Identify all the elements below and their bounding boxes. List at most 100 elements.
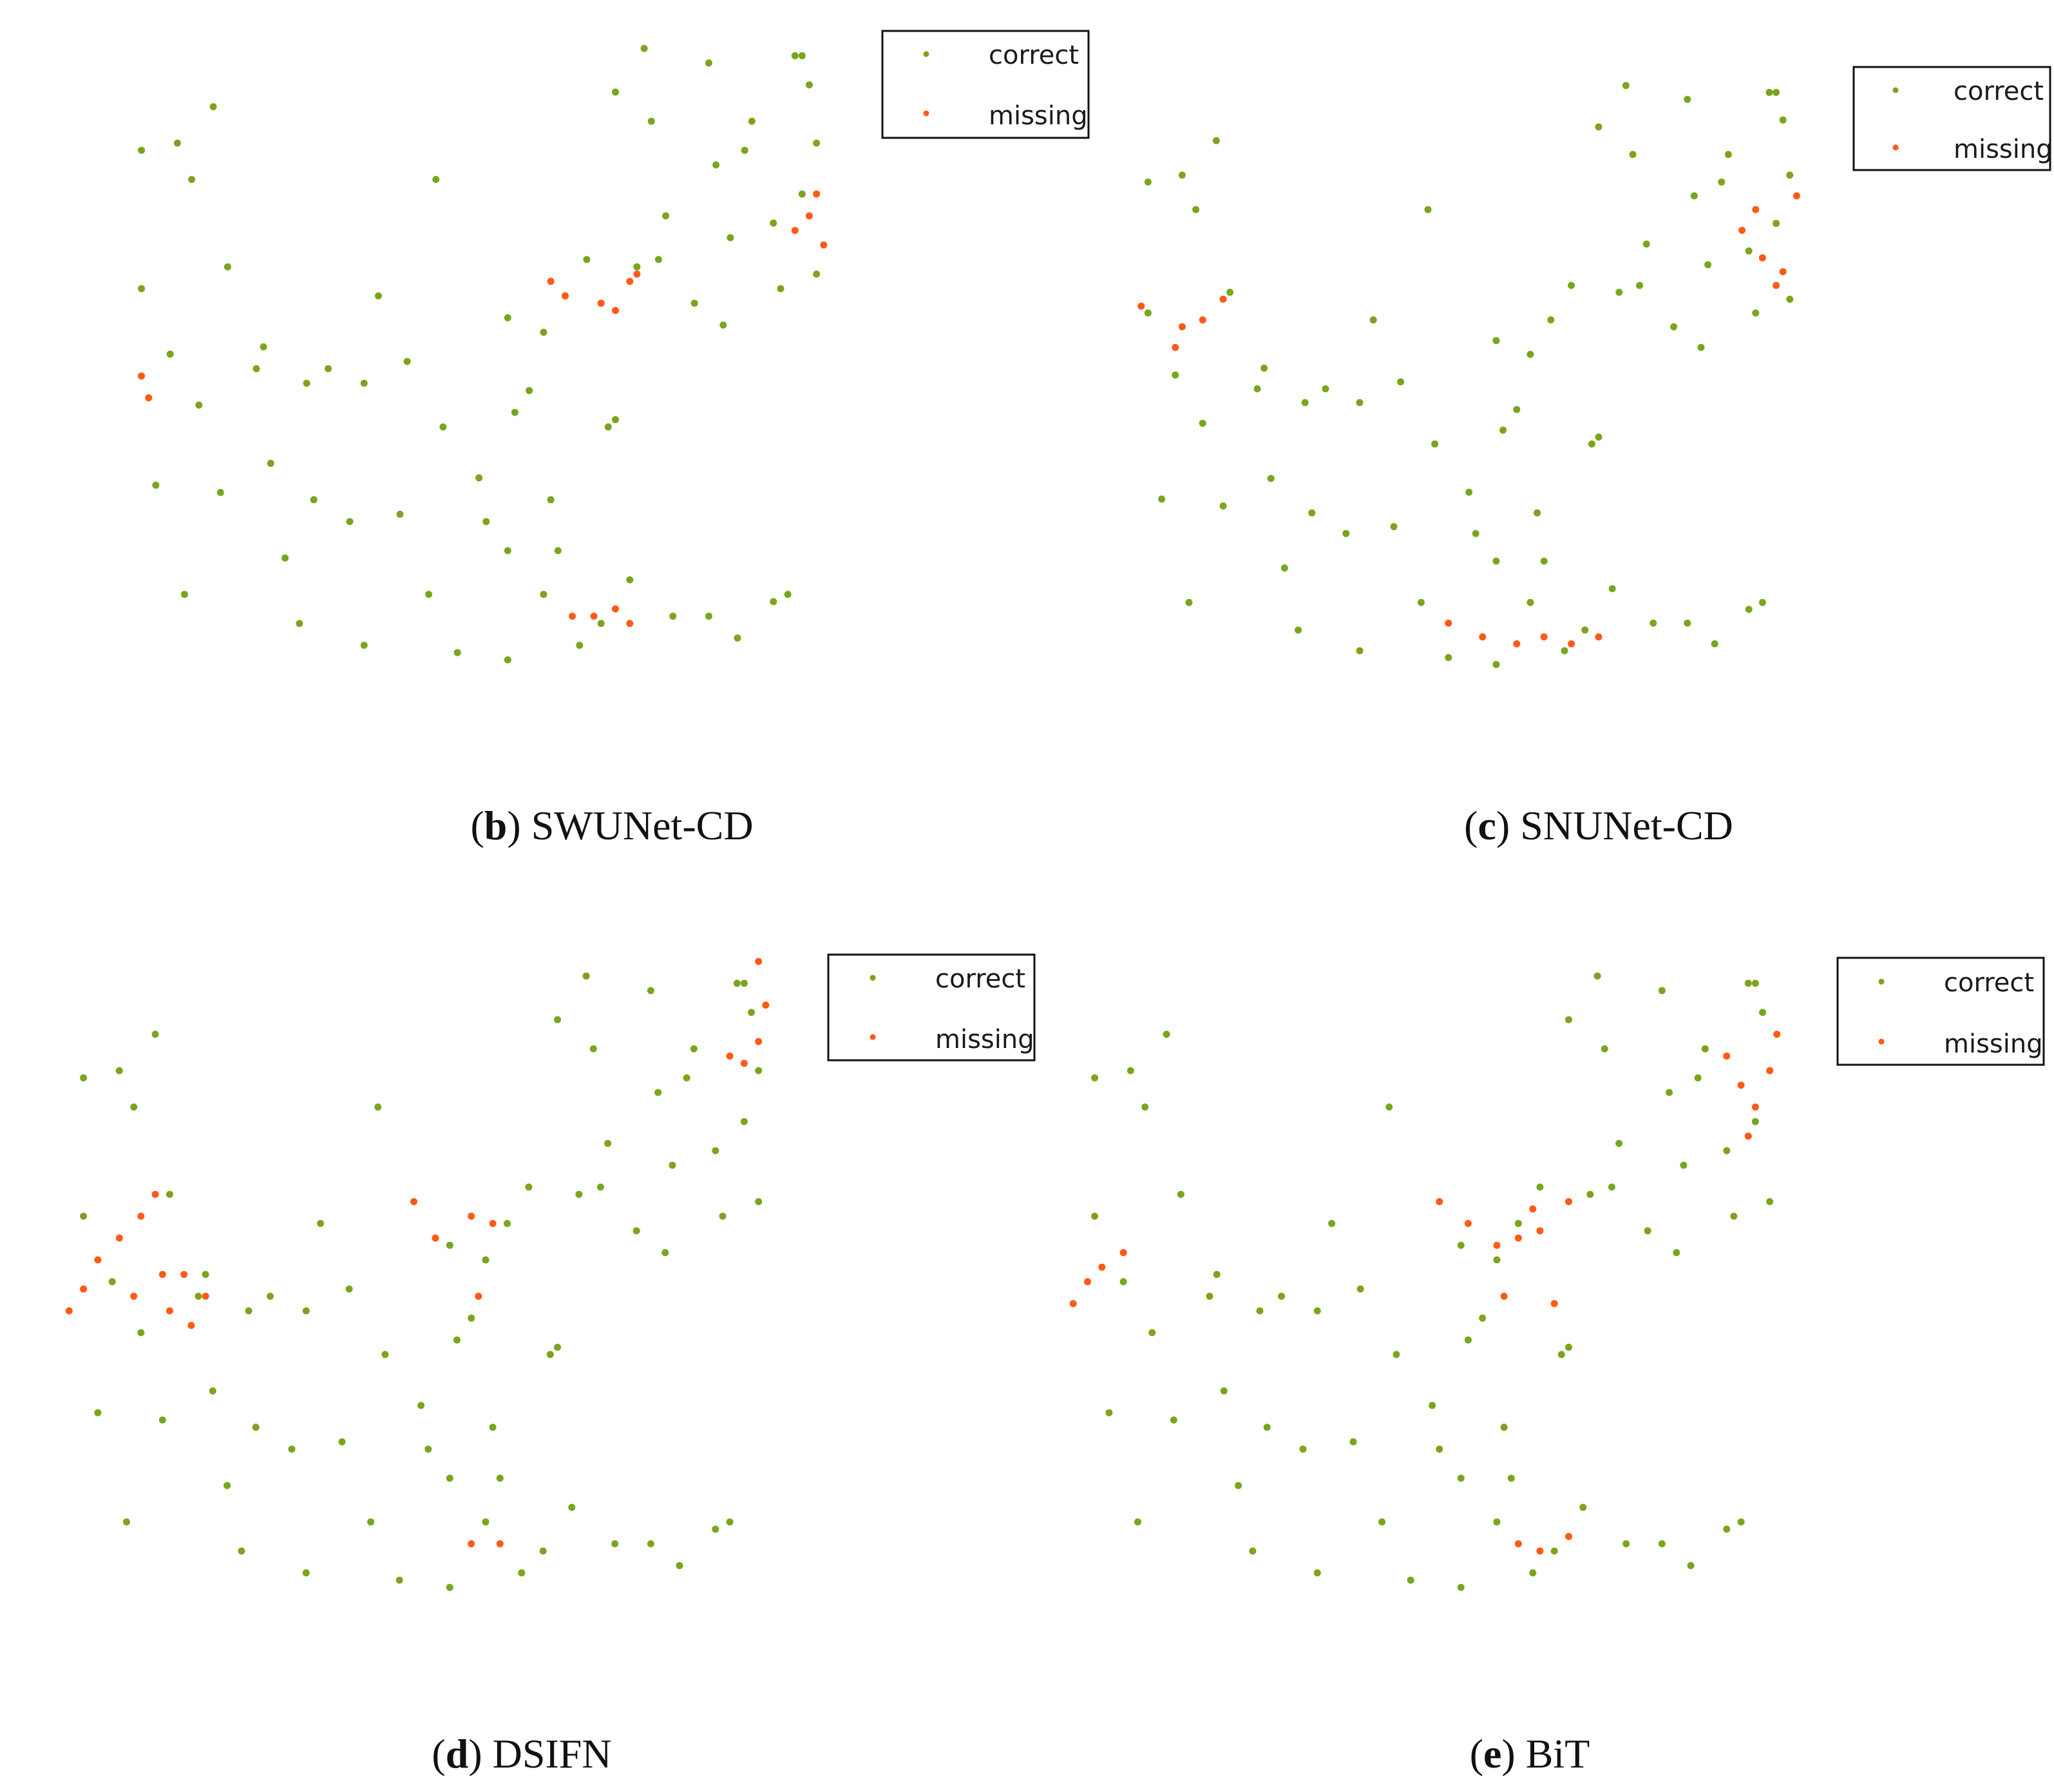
correct-point-48 <box>325 365 332 372</box>
correct-point-64 <box>1786 296 1794 303</box>
missing-point-2 <box>597 300 605 307</box>
correct-point-24 <box>1429 1402 1436 1409</box>
correct-point-11 <box>770 219 777 227</box>
correct-point-60 <box>1608 585 1616 593</box>
correct-point-69 <box>375 292 382 300</box>
correct-point-70 <box>1301 399 1309 406</box>
correct-point-3 <box>1759 1009 1767 1016</box>
correct-point-4 <box>612 88 619 96</box>
correct-point-62 <box>1464 1336 1472 1344</box>
missing-point-3 <box>1119 1249 1127 1257</box>
correct-point-68 <box>1673 1249 1680 1257</box>
correct-point-48 <box>1278 1292 1285 1300</box>
correct-point-64 <box>755 1198 763 1205</box>
missing-point-8 <box>806 212 813 220</box>
correct-point-0 <box>1593 972 1601 980</box>
correct-point-47 <box>202 1271 209 1278</box>
correct-point-27 <box>1378 1518 1386 1526</box>
correct-point-14 <box>777 285 785 292</box>
correct-point-36 <box>1492 661 1500 669</box>
missing-point-7 <box>820 241 828 249</box>
correct-point-44 <box>1141 1103 1149 1111</box>
correct-point-21 <box>1513 406 1521 414</box>
correct-point-38 <box>1472 529 1479 537</box>
missing-point-18 <box>1744 1132 1752 1140</box>
correct-point-9 <box>1773 220 1780 227</box>
correct-point-41 <box>1091 1074 1099 1082</box>
correct-point-55 <box>690 300 698 307</box>
scatter-points <box>65 958 770 1591</box>
correct-point-0 <box>582 972 590 980</box>
correct-point-69 <box>317 1219 325 1227</box>
correct-point-17 <box>446 1241 453 1249</box>
correct-point-18 <box>1642 240 1650 248</box>
correct-point-30 <box>1581 626 1589 634</box>
correct-point-54 <box>546 1351 554 1358</box>
correct-point-6 <box>1701 1045 1709 1053</box>
correct-point-70 <box>1256 1307 1264 1315</box>
correct-point-49 <box>252 1424 260 1431</box>
missing-point-7 <box>158 1271 166 1278</box>
missing-point-19 <box>755 1038 763 1045</box>
missing-point-9 <box>166 1307 173 1315</box>
legend-box <box>1852 66 2051 171</box>
missing-point-19 <box>1514 1540 1522 1548</box>
correct-point-71 <box>108 1278 116 1286</box>
correct-point-69 <box>1369 316 1377 324</box>
correct-point-35 <box>1723 1525 1731 1533</box>
missing-point-13 <box>432 1234 439 1242</box>
correct-point-44 <box>188 176 196 184</box>
missing-point-8 <box>1536 1227 1544 1235</box>
missing-point-8 <box>180 1271 188 1278</box>
correct-point-52 <box>1507 1474 1515 1482</box>
missing-point-15 <box>489 1219 497 1227</box>
correct-point-2 <box>1744 980 1752 987</box>
missing-point-13 <box>1723 1053 1731 1060</box>
correct-point-53 <box>1500 1424 1508 1431</box>
scatter-points <box>138 44 828 663</box>
correct-point-60 <box>626 576 634 584</box>
correct-point-9 <box>740 1118 748 1125</box>
legend-missing-label: missing <box>1944 1029 2043 1059</box>
correct-point-58 <box>1144 309 1152 317</box>
correct-point-24 <box>417 1402 425 1409</box>
correct-point-1 <box>705 59 712 67</box>
missing-point-14 <box>1737 1082 1745 1089</box>
correct-point-32 <box>1684 619 1691 627</box>
correct-point-55 <box>1644 1227 1651 1235</box>
missing-point-16 <box>1766 1067 1774 1074</box>
correct-point-19 <box>1568 281 1575 289</box>
missing-point-14 <box>1540 633 1548 641</box>
legend-missing-marker <box>870 1034 876 1040</box>
correct-point-1 <box>1658 987 1666 995</box>
missing-point-16 <box>1595 633 1602 641</box>
correct-point-23 <box>1431 440 1439 448</box>
missing-point-9 <box>1773 281 1780 289</box>
correct-point-7 <box>683 1074 690 1082</box>
caption-letter: c <box>1478 803 1496 848</box>
correct-point-46 <box>209 1387 216 1395</box>
correct-point-34 <box>1758 598 1766 606</box>
correct-point-71 <box>166 350 174 358</box>
missing-point-4 <box>1178 323 1186 330</box>
correct-point-42 <box>1158 495 1166 503</box>
correct-point-45 <box>216 489 224 496</box>
legend-missing-label: missing <box>989 101 1088 131</box>
correct-point-54 <box>1588 440 1595 448</box>
correct-point-35 <box>712 1525 719 1533</box>
caption-method: BiT <box>1526 1731 1590 1777</box>
correct-point-65 <box>1773 89 1780 96</box>
legend-correct-marker <box>1892 87 1899 93</box>
correct-point-29 <box>482 1518 490 1526</box>
legend-correct-marker <box>870 975 876 981</box>
panel-b: correct missing (b) SWUNet-CD <box>138 30 1090 848</box>
correct-point-10 <box>712 161 720 169</box>
correct-point-72 <box>1199 419 1206 427</box>
correct-point-44 <box>130 1103 138 1111</box>
correct-point-60 <box>1579 1503 1587 1511</box>
correct-point-13 <box>596 1183 604 1191</box>
correct-point-51 <box>403 357 411 365</box>
missing-point-2 <box>1199 316 1206 324</box>
missing-point-10 <box>1752 205 1760 213</box>
